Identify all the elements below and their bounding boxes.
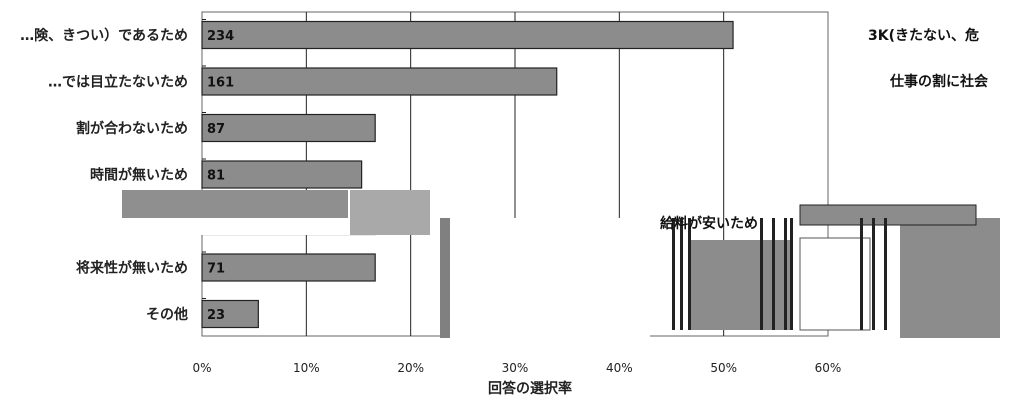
glitch-stripe [884, 218, 887, 330]
data-label: 23 [207, 308, 225, 323]
glitch-stripe [680, 218, 683, 330]
glitch-stripe [672, 218, 675, 330]
x-tick-label: 50% [710, 361, 737, 375]
bar [201, 160, 363, 189]
data-label: 81 [207, 169, 225, 184]
x-tick-label: 40% [606, 361, 633, 375]
x-tick-label: 10% [293, 361, 320, 375]
category-label: …では目立たないため [48, 74, 188, 91]
side-label: 給料が安いため [660, 215, 758, 232]
bar [201, 299, 259, 329]
bar [201, 67, 558, 96]
category-label: 時間が無いため [90, 167, 188, 184]
x-tick-label: 60% [815, 361, 842, 375]
glitch-stripe [784, 218, 787, 330]
glitch-stripe [860, 218, 863, 330]
glitch-stripe [760, 218, 763, 330]
category-label: …険、きつい）であるため [20, 27, 188, 44]
glitch-block [450, 218, 650, 338]
glitch-stripe [772, 218, 775, 330]
data-label: 234 [207, 29, 234, 44]
bar [201, 113, 376, 143]
glitch-block [440, 218, 450, 338]
data-label: 87 [207, 122, 225, 137]
glitch-block [900, 218, 1000, 338]
data-label: 161 [207, 76, 234, 91]
glitch-block [799, 237, 871, 331]
glitch-bar [799, 204, 977, 226]
bar [201, 253, 376, 282]
category-label: その他 [146, 306, 188, 323]
glitch-block [122, 190, 348, 218]
x-tick-label: 20% [397, 361, 424, 375]
category-label: 割が合わないため [76, 120, 188, 137]
glitch-stripe [872, 218, 875, 330]
glitch-block [350, 190, 430, 235]
glitch-stripe [790, 218, 793, 330]
x-tick-label: 30% [502, 361, 529, 375]
x-tick-label: 0% [192, 361, 211, 375]
x-axis-label: 回答の選択率 [488, 381, 572, 397]
category-label: 将来性が無いため [76, 260, 188, 277]
bar [201, 20, 734, 50]
data-label: 71 [207, 262, 225, 277]
side-label: 3K(きたない、危 [868, 27, 979, 44]
glitch-stripe [688, 218, 691, 330]
side-label: 仕事の割に社会 [889, 73, 989, 90]
